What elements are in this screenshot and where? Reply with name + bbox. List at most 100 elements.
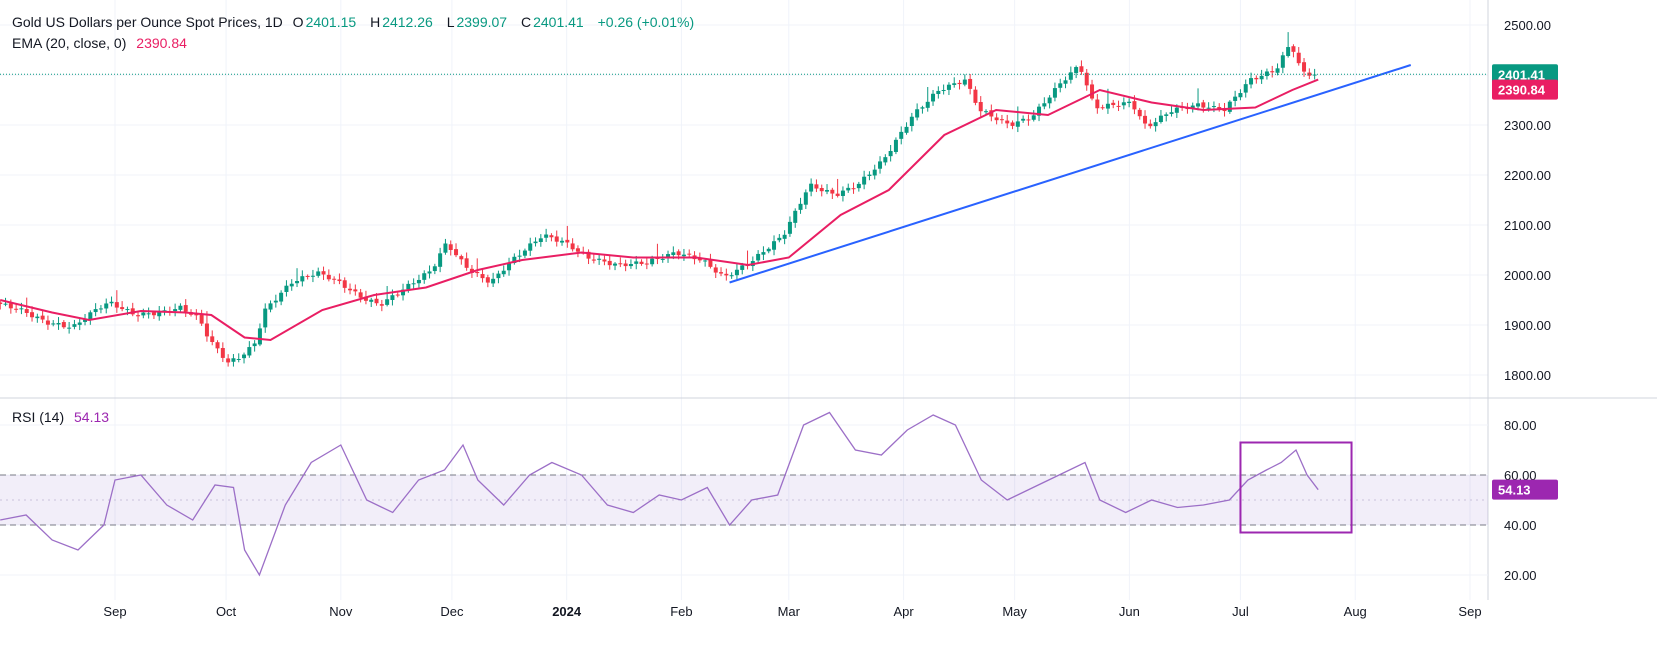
- candle-body: [634, 261, 639, 264]
- candle-body: [968, 78, 973, 89]
- candle-body: [1254, 77, 1259, 80]
- candle-body: [1026, 119, 1031, 121]
- candle-body: [406, 283, 411, 290]
- candle-body: [565, 239, 570, 243]
- candle-body: [448, 244, 453, 250]
- candle-body: [316, 271, 321, 276]
- candle-body: [957, 82, 962, 85]
- candle-body: [1201, 102, 1206, 108]
- candle-body: [973, 89, 978, 103]
- candle-body: [284, 285, 289, 292]
- candle-body: [554, 236, 559, 242]
- candle-body: [199, 314, 204, 324]
- candle-body: [1312, 74, 1317, 76]
- candle-body: [915, 109, 920, 118]
- candle-body: [390, 295, 395, 300]
- candle-body: [1021, 118, 1026, 121]
- candle-body: [835, 193, 840, 196]
- candle-body: [533, 241, 538, 244]
- open-label: O: [292, 14, 304, 30]
- candle-body: [1169, 112, 1174, 114]
- candle-body: [1132, 101, 1137, 110]
- candle-body: [1291, 46, 1296, 52]
- candle-body: [856, 183, 861, 189]
- candle-body: [507, 262, 512, 271]
- candle-body: [1074, 67, 1079, 74]
- rsi-highlight-box: [1239, 441, 1353, 534]
- candle-body: [867, 174, 872, 176]
- candle-body: [98, 308, 103, 310]
- candle-body: [125, 309, 130, 311]
- candle-body: [697, 258, 702, 261]
- candle-body: [363, 296, 368, 301]
- candle-body: [1307, 72, 1312, 76]
- candle-body: [257, 328, 262, 345]
- candle-body: [24, 309, 29, 313]
- candle-body: [443, 243, 448, 253]
- candle-body: [464, 258, 469, 268]
- ema-legend: EMA (20, close, 0) 2390.84: [12, 35, 197, 51]
- date-axis-tick: May: [1002, 604, 1027, 619]
- candle-body: [427, 271, 432, 274]
- candle-body: [1227, 101, 1232, 112]
- candle-body: [19, 308, 24, 310]
- candle-body: [809, 183, 814, 192]
- candle-body: [1249, 78, 1254, 85]
- candle-body: [501, 270, 506, 275]
- candle-body: [517, 255, 522, 257]
- candle-body: [825, 190, 830, 192]
- rsi-axis-tick: 80.00: [1504, 418, 1537, 433]
- low-value: 2399.07: [456, 14, 508, 30]
- candle-body: [883, 157, 888, 163]
- candle-body: [681, 254, 686, 257]
- candle-body: [204, 323, 209, 337]
- candle-body: [538, 238, 543, 242]
- candle-body: [909, 116, 914, 127]
- rsi-axis-tick: 40.00: [1504, 518, 1537, 533]
- candle-body: [671, 252, 676, 255]
- rsi-line: [0, 411, 1319, 577]
- candle-body: [766, 248, 771, 252]
- candle-body: [379, 304, 384, 306]
- candle-body: [1164, 114, 1169, 116]
- candle-body: [570, 243, 575, 250]
- candle-body: [321, 271, 326, 275]
- candle-body: [93, 309, 98, 313]
- candle-body: [1042, 103, 1047, 107]
- candle-body: [369, 299, 374, 302]
- ema-label: EMA (20, close, 0): [12, 35, 127, 51]
- candle-body: [1286, 47, 1291, 57]
- candle-body: [591, 259, 596, 261]
- candle-body: [660, 258, 665, 260]
- candle-body: [628, 264, 633, 267]
- candle-body: [1137, 109, 1142, 117]
- candle-body: [56, 322, 61, 325]
- candle-body: [279, 292, 284, 302]
- candle-body: [925, 101, 930, 108]
- candle-body: [109, 301, 114, 304]
- candle-body: [740, 265, 745, 270]
- high-value: 2412.26: [382, 14, 433, 30]
- last-price-tag-text: 2401.41: [1498, 67, 1545, 82]
- candle-body: [162, 310, 167, 312]
- candle-body: [1302, 62, 1307, 72]
- candle-body: [899, 131, 904, 139]
- candle-body: [178, 305, 183, 310]
- candle-body: [798, 203, 803, 210]
- candle-body: [337, 279, 342, 282]
- rsi-tag: 54.13: [1492, 479, 1558, 500]
- ema-tag: 2390.84: [1492, 79, 1558, 100]
- candle-body: [310, 275, 315, 277]
- candle-body: [157, 311, 162, 317]
- date-axis-tick: Sep: [1458, 604, 1481, 619]
- rsi-tag-bg: [1492, 479, 1558, 500]
- candle-body: [252, 343, 257, 347]
- candle-body: [8, 303, 13, 309]
- candle-body: [597, 258, 602, 260]
- candle-body: [840, 190, 845, 196]
- candle-body: [300, 276, 305, 282]
- candle-body: [999, 119, 1004, 121]
- candle-body: [88, 312, 93, 321]
